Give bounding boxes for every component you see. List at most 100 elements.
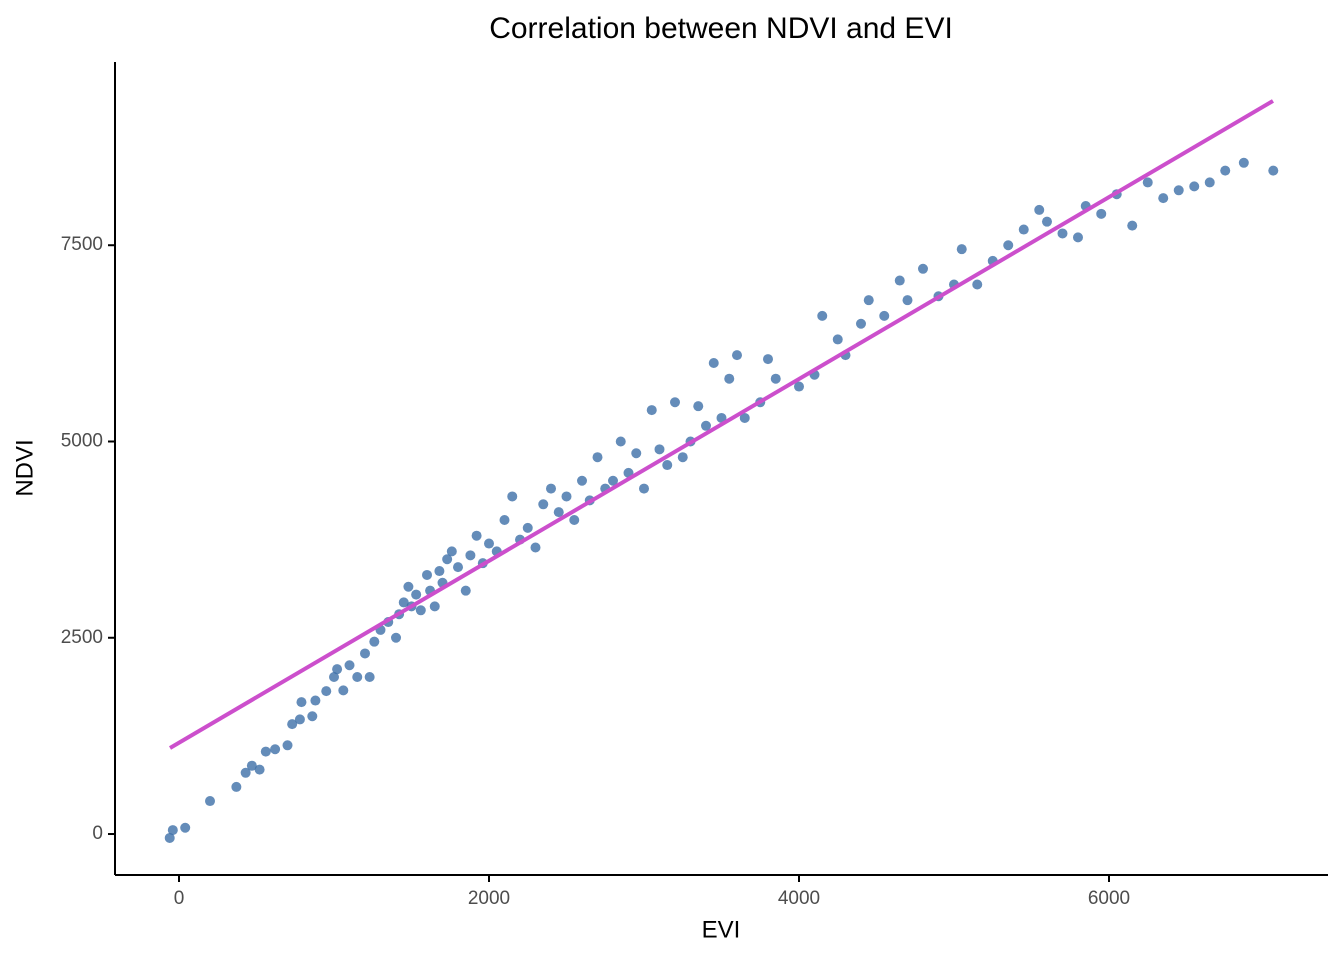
point [246, 760, 257, 771]
point [240, 767, 251, 778]
point [369, 636, 380, 647]
chart-title: Correlation between NDVI and EVI [489, 12, 953, 45]
point [522, 522, 533, 533]
point [677, 452, 688, 463]
point [724, 373, 735, 384]
point [1238, 157, 1249, 168]
point [422, 569, 433, 580]
point [662, 460, 673, 471]
point [731, 350, 742, 361]
point [1204, 177, 1215, 188]
point [770, 373, 781, 384]
point [592, 452, 603, 463]
point [1268, 165, 1279, 176]
point [639, 483, 650, 494]
point [484, 538, 495, 549]
point [1189, 181, 1200, 192]
point [429, 601, 440, 612]
point [465, 550, 476, 561]
point [1220, 165, 1231, 176]
point [1158, 193, 1169, 204]
point [287, 719, 298, 730]
point [471, 530, 482, 541]
point [270, 744, 281, 755]
y-tick-label: 2500 [61, 627, 103, 648]
x-tick-label: 2000 [468, 888, 510, 909]
point [615, 436, 626, 447]
point [338, 685, 349, 696]
point [538, 499, 549, 510]
point [411, 589, 422, 600]
point [403, 581, 414, 592]
point [1003, 240, 1014, 251]
y-tick-label: 5000 [61, 431, 103, 452]
point [879, 310, 890, 321]
point [1127, 220, 1138, 231]
point [546, 483, 557, 494]
point [654, 444, 665, 455]
point [164, 832, 175, 843]
point [167, 825, 178, 836]
point [321, 686, 332, 697]
point [793, 381, 804, 392]
point [1173, 185, 1184, 196]
point [631, 448, 642, 459]
point [577, 475, 588, 486]
point [398, 597, 409, 608]
point [507, 491, 518, 502]
point [296, 697, 307, 708]
point [1072, 232, 1083, 243]
x-tick-label: 4000 [778, 888, 820, 909]
point [391, 632, 402, 643]
point [972, 279, 983, 290]
point [670, 397, 681, 408]
y-tick-label: 0 [92, 823, 103, 844]
y-axis-label: NDVI [11, 439, 38, 496]
point [364, 672, 375, 683]
point [434, 566, 445, 577]
point [739, 412, 750, 423]
point [415, 605, 426, 616]
point [231, 781, 242, 792]
point [329, 672, 340, 683]
point [260, 746, 271, 757]
point [863, 295, 874, 306]
point [902, 295, 913, 306]
point [762, 354, 773, 365]
point [205, 796, 216, 807]
point [708, 357, 719, 368]
point [352, 672, 363, 683]
point [310, 695, 321, 706]
regression-line [169, 99, 1274, 750]
point [1096, 208, 1107, 219]
point [855, 318, 866, 329]
point [254, 764, 265, 775]
point [332, 664, 343, 675]
point [608, 475, 619, 486]
point [1034, 204, 1045, 215]
y-tick-label: 7500 [61, 234, 103, 255]
point [442, 554, 453, 565]
x-axis-label: EVI [702, 916, 741, 943]
point [894, 275, 905, 286]
point [180, 822, 191, 833]
point [360, 648, 371, 659]
x-tick-label: 6000 [1088, 888, 1130, 909]
point [307, 711, 318, 722]
point [716, 412, 727, 423]
point [1057, 228, 1068, 239]
point [553, 507, 564, 518]
point [561, 491, 572, 502]
point [917, 263, 928, 274]
x-tick-label: 0 [174, 888, 185, 909]
point [499, 514, 510, 525]
point [460, 585, 471, 596]
point [1142, 177, 1153, 188]
point [530, 542, 541, 553]
point [294, 714, 305, 725]
point [646, 405, 657, 416]
point [344, 660, 355, 671]
point [1041, 216, 1052, 227]
point [446, 546, 457, 557]
